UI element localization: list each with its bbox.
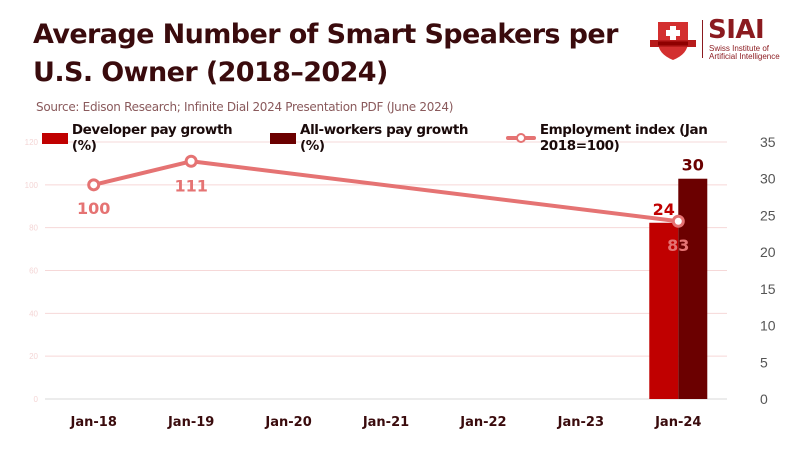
x-axis-category-label: Jan-19 <box>167 415 214 430</box>
shield-cross-icon <box>650 22 696 60</box>
employment-point <box>671 214 685 228</box>
employment-point-label: 100 <box>77 199 110 218</box>
left-axis-tick-label: 40 <box>29 309 38 318</box>
legend-swatch-developer <box>42 132 68 144</box>
right-axis-tick-label: 25 <box>760 207 776 223</box>
legend-item-all-workers: All-workers pay growth (%) <box>270 122 496 154</box>
left-axis-tick-label: 60 <box>29 267 38 276</box>
chart-title: Average Number of Smart Speakers per U.S… <box>33 19 618 88</box>
legend-item-developer: Developer pay growth (%) <box>42 122 260 154</box>
left-axis-tick-label: 80 <box>29 224 38 233</box>
chart-legend: Developer pay growth (%) All-workers pay… <box>42 122 800 154</box>
right-axis-tick-label: 35 <box>760 134 776 150</box>
left-axis-tick-label: 120 <box>25 138 39 147</box>
legend-label-all-workers: All-workers pay growth (%) <box>300 122 469 154</box>
left-axis-tick-label: 0 <box>34 395 39 404</box>
legend-swatch-employment <box>505 131 536 145</box>
bar-developer <box>649 222 679 399</box>
right-axis-tick-label: 10 <box>760 318 776 334</box>
legend-swatch-all-workers <box>270 132 297 144</box>
right-axis-tick-label: 15 <box>760 281 776 297</box>
employment-point-label: 83 <box>667 236 689 255</box>
x-axis-category-label: Jan-21 <box>362 415 409 430</box>
legend-item-employment: Employment index (Jan 2018=100) <box>505 122 790 154</box>
x-axis-category-label: Jan-23 <box>557 415 604 430</box>
x-axis-category-label: Jan-18 <box>70 415 117 430</box>
logo-divider <box>702 20 703 58</box>
employment-point <box>87 178 101 192</box>
employment-point-label: 111 <box>174 176 207 195</box>
chart-source: Source: Edison Research; Infinite Dial 2… <box>36 100 454 114</box>
x-axis-category-label: Jan-24 <box>654 415 701 430</box>
left-axis-tick-label: 20 <box>29 352 38 361</box>
logo-name: SIAI <box>708 15 765 45</box>
bar-label-all-workers: 30 <box>682 156 704 175</box>
right-axis-tick-label: 30 <box>760 171 776 187</box>
bar-all-workers <box>678 178 708 399</box>
right-axis-tick-label: 5 <box>760 354 768 370</box>
x-axis-category-label: Jan-22 <box>459 415 506 430</box>
bar-label-developer: 24 <box>653 200 675 219</box>
legend-label-employment: Employment index (Jan 2018=100) <box>539 122 708 154</box>
x-axis-category-label: Jan-20 <box>264 415 311 430</box>
logo-subtitle: Swiss Institute of Artificial Intelligen… <box>709 44 780 61</box>
right-axis-tick-label: 20 <box>760 244 776 260</box>
employment-point <box>184 154 198 168</box>
left-axis-tick-label: 100 <box>25 181 39 190</box>
siai-logo: SIAI Swiss Institute of Artificial Intel… <box>648 15 788 62</box>
legend-label-developer: Developer pay growth (%) <box>71 122 233 154</box>
right-axis-tick-label: 0 <box>760 391 768 407</box>
